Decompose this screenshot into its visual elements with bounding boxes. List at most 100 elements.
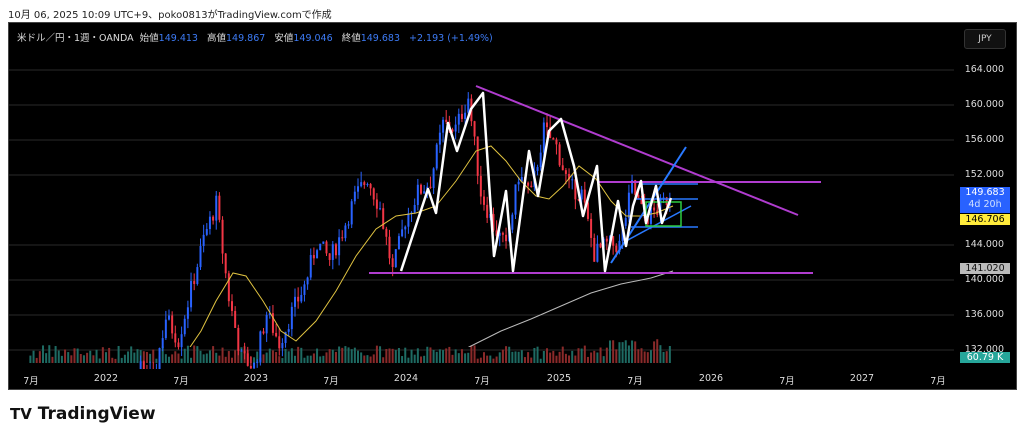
volume-bar [57, 350, 60, 363]
volume-bar [479, 357, 482, 363]
volume-bar [202, 354, 205, 363]
volume-bar [501, 349, 504, 363]
volume-bar [394, 350, 397, 363]
volume-bar [621, 342, 624, 363]
candle [155, 369, 157, 370]
candle [397, 236, 400, 250]
candle [464, 112, 467, 119]
currency-button[interactable]: JPY [964, 29, 1006, 49]
candle [634, 180, 637, 195]
volume-bar [174, 351, 177, 363]
volume-bar [142, 351, 145, 363]
chart-panel[interactable]: 米ドル／円・1週・OANDA 始値149.413 高値149.867 安値149… [8, 22, 1017, 390]
x-tick-label: 2025 [546, 373, 572, 384]
candle [322, 241, 325, 244]
candle [253, 362, 256, 369]
volume-bar [199, 350, 202, 363]
candle [665, 197, 668, 205]
volume-bar [38, 351, 41, 363]
volume-bar [542, 350, 545, 363]
volume-bar [637, 349, 640, 363]
close-label: 終値 [341, 33, 361, 44]
volume-bar [583, 345, 586, 363]
candle [583, 189, 586, 203]
volume-bar [67, 352, 70, 363]
volume-bar [492, 358, 495, 363]
candle [259, 331, 262, 362]
volume-bar [347, 347, 350, 363]
volume-bar [130, 346, 133, 363]
candle [360, 182, 363, 187]
volume-bar [580, 348, 583, 363]
candle [158, 347, 161, 369]
candle [558, 144, 561, 166]
volume-bar [322, 355, 325, 363]
candle [290, 306, 293, 330]
high-label: 高値 [207, 33, 227, 44]
candle [653, 207, 656, 211]
volume-bar [45, 353, 48, 363]
volume-bar [460, 349, 463, 363]
volume-bar [79, 353, 82, 363]
volume-bar [574, 355, 577, 363]
volume-bar [231, 357, 233, 363]
ma-long-line [467, 270, 674, 347]
candle [467, 98, 470, 113]
volume-bar [464, 353, 467, 363]
volume-bar [646, 352, 649, 363]
volume-bar [448, 346, 451, 363]
volume-bar [564, 353, 567, 363]
candle [325, 241, 328, 254]
volume-bar [105, 352, 107, 363]
y-tick-label: 156.000 [964, 134, 1004, 145]
candle [161, 338, 164, 348]
volume-bar [602, 356, 605, 363]
low-value: 149.046 [293, 33, 333, 44]
last-price-tag: 149.683 4d 20h [960, 187, 1010, 213]
volume-bar [357, 350, 359, 363]
volume-bar [328, 349, 331, 363]
volume-bar [180, 358, 183, 363]
volume-bar [366, 355, 369, 363]
candle [344, 225, 347, 239]
volume-bar [183, 348, 186, 363]
volume-bar [48, 345, 51, 363]
candle [423, 191, 426, 194]
candle [243, 350, 246, 354]
volume-bar [593, 350, 596, 363]
volume-bar [221, 347, 224, 363]
volume-tag: 60.79 K [960, 352, 1010, 363]
bar-countdown: 4d 20h [968, 199, 1002, 210]
candle [164, 319, 167, 339]
volume-bar [168, 356, 170, 363]
candle [492, 214, 495, 231]
volume-bar [262, 354, 265, 363]
candle [312, 255, 315, 259]
plot-area[interactable] [9, 23, 1016, 389]
ma-price-tag: 141.020 [960, 263, 1010, 274]
volume-bar [517, 351, 520, 363]
candle [237, 327, 240, 351]
volume-bar [536, 346, 539, 363]
volume-bar [73, 348, 76, 363]
candle [615, 245, 618, 252]
y-tick-label: 152.000 [964, 169, 1004, 180]
volume-bar [369, 356, 372, 363]
open-label: 始値 [139, 33, 159, 44]
candle [596, 243, 599, 262]
volume-bar [309, 355, 312, 363]
candle [486, 204, 489, 218]
volume-bar [631, 340, 634, 363]
volume-bar [253, 357, 256, 363]
symbol-name[interactable]: 米ドル／円・1週・OANDA [17, 33, 134, 44]
symbol-legend: 米ドル／円・1週・OANDA 始値149.413 高値149.867 安値149… [17, 30, 499, 44]
candle [281, 342, 284, 349]
volume-bar [149, 353, 152, 363]
candle [438, 132, 441, 145]
volume-bar [127, 351, 130, 363]
volume-bar [643, 351, 646, 363]
volume-bar [89, 350, 92, 363]
volume-bar [237, 349, 240, 363]
volume-bar [618, 342, 621, 363]
volume-bar [420, 356, 422, 363]
